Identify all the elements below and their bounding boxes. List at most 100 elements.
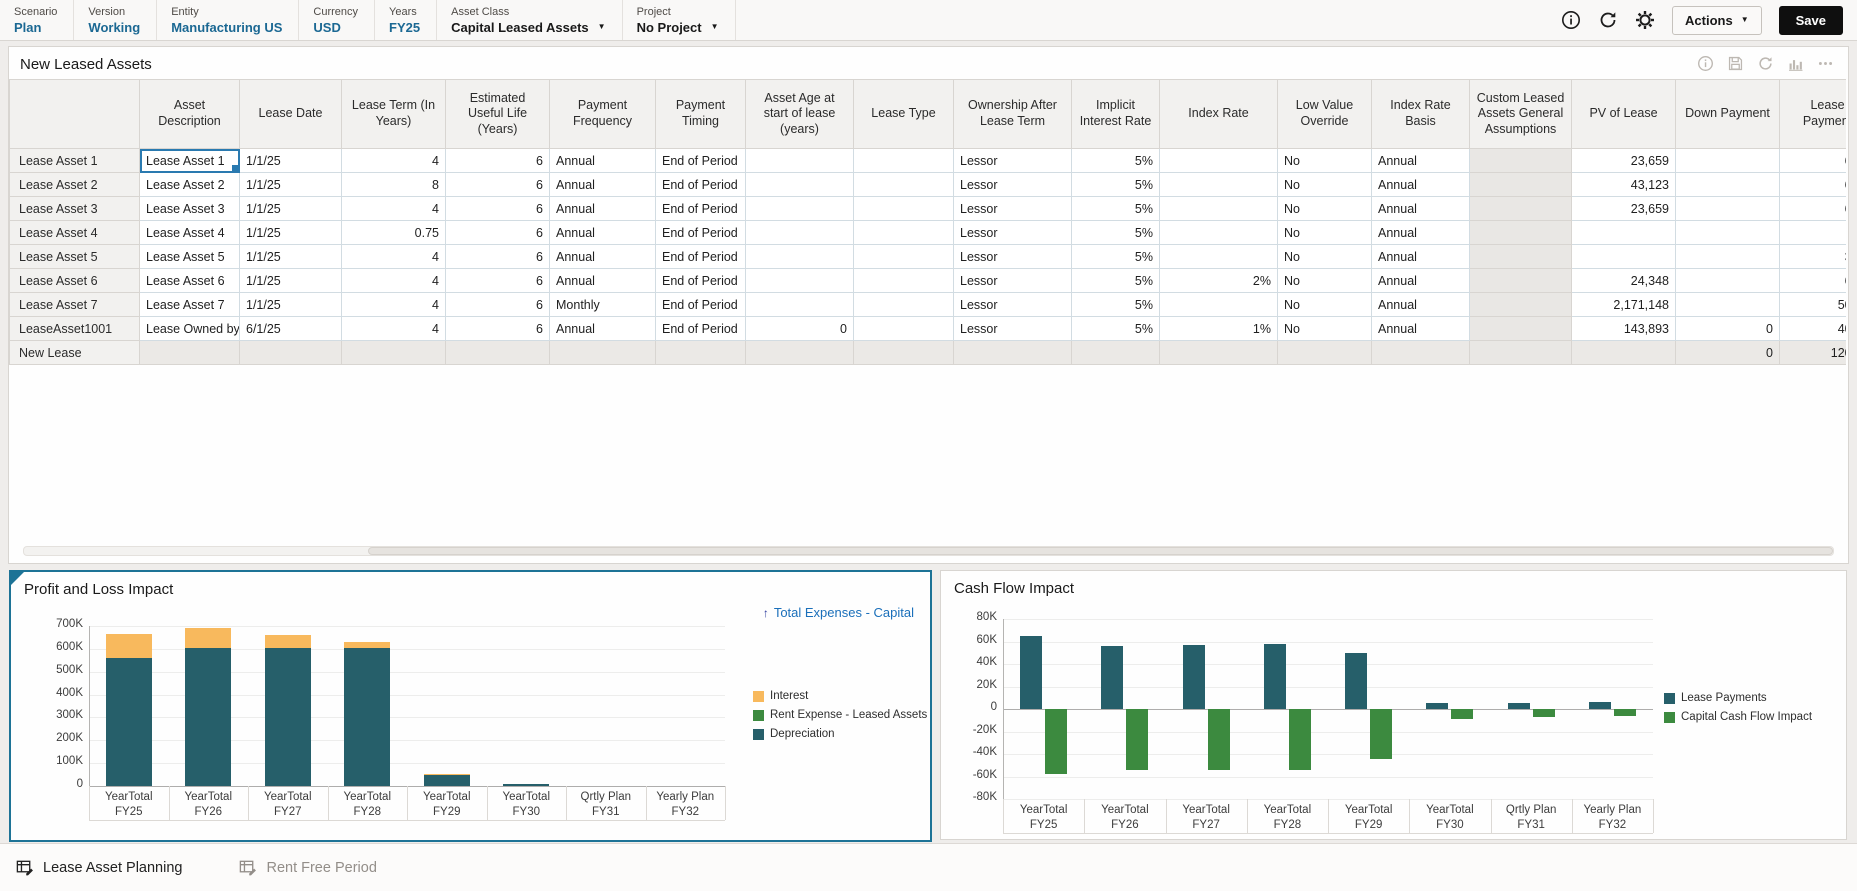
grid-cell[interactable]: Lease Asset 7 — [139, 292, 240, 317]
grid-cell[interactable]: 4 — [341, 244, 446, 269]
grid-cell[interactable]: 4 — [341, 196, 446, 221]
grid-cell[interactable]: Annual — [1371, 196, 1470, 221]
row-header[interactable]: Lease Asset 6 — [9, 268, 140, 293]
grid-cell[interactable]: 1% — [1159, 316, 1278, 341]
grid-cell[interactable]: 55 — [1779, 220, 1846, 245]
grid-cell[interactable]: 5% — [1071, 220, 1160, 245]
grid-cell[interactable] — [1071, 340, 1160, 365]
grid-cell[interactable] — [853, 292, 954, 317]
grid-cell[interactable]: Annual — [549, 316, 656, 341]
grid-cell[interactable] — [853, 148, 954, 173]
grid-cell[interactable]: 6,67 — [1779, 196, 1846, 221]
grid-cell[interactable]: 4 — [341, 268, 446, 293]
grid-cell[interactable]: 1/1/25 — [239, 244, 342, 269]
tab-rent-free-period[interactable]: Rent Free Period — [238, 858, 377, 877]
grid-cell[interactable] — [1159, 340, 1278, 365]
row-header[interactable]: Lease Asset 5 — [9, 244, 140, 269]
grid-cell[interactable] — [139, 340, 240, 365]
grid-cell[interactable]: 40,00 — [1779, 316, 1846, 341]
column-header[interactable]: Index Rate Basis — [1371, 79, 1470, 149]
row-header[interactable]: Lease Asset 2 — [9, 172, 140, 197]
grid-cell[interactable] — [1675, 148, 1780, 173]
grid-cell[interactable]: No — [1277, 316, 1372, 341]
grid-cell[interactable] — [1159, 220, 1278, 245]
grid-cell[interactable] — [745, 196, 854, 221]
grid-cell[interactable] — [853, 316, 954, 341]
grid-cell[interactable]: Lease Asset 2 — [139, 172, 240, 197]
grid-cell[interactable]: 5% — [1071, 316, 1160, 341]
grid-cell[interactable]: Lessor — [953, 196, 1072, 221]
grid-cell[interactable] — [745, 148, 854, 173]
grid-cell[interactable]: Lessor — [953, 316, 1072, 341]
grid-cell[interactable] — [1469, 196, 1572, 221]
grid-cell[interactable]: 50,00 — [1779, 292, 1846, 317]
grid-cell[interactable] — [745, 268, 854, 293]
grid-cell[interactable]: Lessor — [953, 268, 1072, 293]
column-header[interactable]: PV of Lease — [1571, 79, 1676, 149]
grid-cell[interactable]: Lease Asset 5 — [139, 244, 240, 269]
grid-cell[interactable]: No — [1277, 244, 1372, 269]
grid-cell[interactable] — [1371, 340, 1470, 365]
grid-cell[interactable]: Annual — [1371, 148, 1470, 173]
scrollbar-thumb[interactable] — [367, 547, 1833, 555]
grid-cell[interactable]: Annual — [1371, 220, 1470, 245]
grid-cell[interactable] — [1469, 292, 1572, 317]
grid-cell[interactable]: 1/1/25 — [239, 172, 342, 197]
info-icon[interactable] — [1697, 55, 1714, 72]
grid-cell[interactable] — [1571, 220, 1676, 245]
grid-cell[interactable]: End of Period — [655, 292, 746, 317]
grid-cell[interactable] — [1469, 148, 1572, 173]
total-expenses-capital-link[interactable]: ↑ Total Expenses - Capital — [763, 605, 914, 620]
grid-cell[interactable]: 5% — [1071, 292, 1160, 317]
refresh-icon[interactable] — [1598, 10, 1618, 30]
grid-cell[interactable]: No — [1277, 172, 1372, 197]
grid-cell[interactable] — [1675, 172, 1780, 197]
profit-loss-impact-panel[interactable]: Profit and Loss Impact ↑ Total Expenses … — [9, 570, 932, 842]
grid-cell[interactable] — [853, 244, 954, 269]
grid-cell[interactable]: Lease Owned by — [139, 316, 240, 341]
column-header[interactable]: Index Rate — [1159, 79, 1278, 149]
grid-cell[interactable]: 4 — [341, 148, 446, 173]
pov-item-currency[interactable]: Currency USD — [299, 0, 376, 40]
refresh-icon[interactable] — [1757, 55, 1774, 72]
grid-cell[interactable]: 6 — [445, 196, 550, 221]
grid-cell[interactable]: 6 — [445, 316, 550, 341]
grid-cell[interactable]: Annual — [549, 244, 656, 269]
pov-item-project[interactable]: Project No Project ▼ — [623, 0, 736, 40]
grid-cell[interactable]: Lease Asset 4 — [139, 220, 240, 245]
grid-cell[interactable]: Lessor — [953, 244, 1072, 269]
grid-cell[interactable]: 6 — [445, 172, 550, 197]
grid-cell[interactable] — [745, 244, 854, 269]
grid-cell[interactable] — [853, 220, 954, 245]
grid-cell[interactable]: Annual — [549, 196, 656, 221]
grid-cell[interactable]: 1/1/25 — [239, 148, 342, 173]
column-header[interactable]: Custom Leased Assets General Assumptions — [1469, 79, 1572, 149]
grid-cell[interactable]: End of Period — [655, 220, 746, 245]
grid-cell[interactable] — [1675, 220, 1780, 245]
grid-cell[interactable] — [745, 292, 854, 317]
grid-cell[interactable]: 5% — [1071, 268, 1160, 293]
column-header[interactable]: Payment Frequency — [549, 79, 656, 149]
grid-cell[interactable]: 4 — [341, 316, 446, 341]
pov-item-scenario[interactable]: Scenario Plan — [0, 0, 75, 40]
grid-cell[interactable] — [745, 340, 854, 365]
pov-item-version[interactable]: Version Working — [74, 0, 158, 40]
column-header[interactable]: Asset Description — [139, 79, 240, 149]
grid-cell[interactable] — [853, 268, 954, 293]
grid-cell[interactable]: 143,893 — [1571, 316, 1676, 341]
settings-icon[interactable] — [1635, 10, 1655, 30]
grid-cell[interactable]: 1/1/25 — [239, 268, 342, 293]
grid-cell[interactable]: Annual — [1371, 244, 1470, 269]
pov-value[interactable]: Working — [88, 20, 140, 35]
grid-cell[interactable]: Monthly — [549, 292, 656, 317]
grid-cell[interactable] — [1571, 244, 1676, 269]
more-icon[interactable] — [1817, 55, 1834, 72]
column-header[interactable]: Lease Payment — [1779, 79, 1846, 149]
grid-cell[interactable]: End of Period — [655, 196, 746, 221]
column-header[interactable]: Lease Date — [239, 79, 342, 149]
grid-cell[interactable]: Lessor — [953, 220, 1072, 245]
grid-cell[interactable] — [1469, 268, 1572, 293]
grid-cell[interactable] — [1675, 292, 1780, 317]
grid-cell[interactable]: No — [1277, 220, 1372, 245]
column-header[interactable]: Lease Type — [853, 79, 954, 149]
